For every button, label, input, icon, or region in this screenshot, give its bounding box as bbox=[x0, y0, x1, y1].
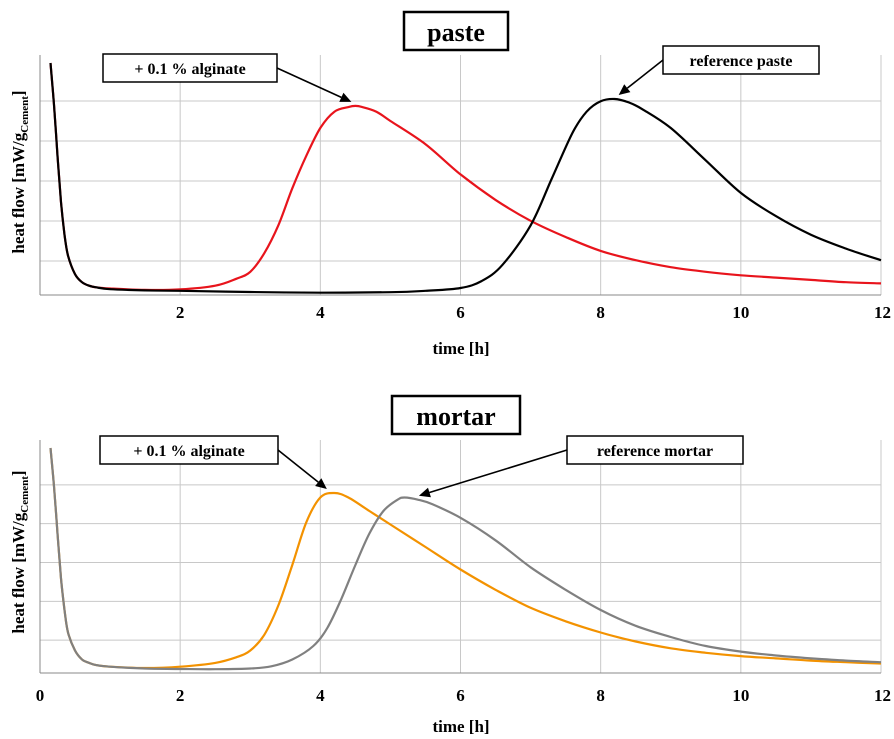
mortar-x-tick-label: 12 bbox=[874, 686, 891, 705]
paste-x-tick-label: 4 bbox=[316, 303, 325, 322]
paste-panel: 2 4 6 8 10 12 paste time [h] heat flow [mW/gC… bbox=[9, 12, 891, 358]
mortar-annotation-alginate-text: + 0.1 % alginate bbox=[133, 443, 244, 460]
paste-title: paste bbox=[404, 12, 508, 50]
mortar-x-tick-label: 8 bbox=[596, 686, 605, 705]
mortar-annotation-alginate-arrow bbox=[278, 450, 318, 482]
paste-x-axis-label: time [h] bbox=[432, 339, 489, 358]
mortar-x-tick-label: 10 bbox=[732, 686, 749, 705]
paste-series bbox=[51, 63, 882, 293]
paste-annotation-reference-arrow bbox=[627, 60, 663, 88]
mortar-title-text: mortar bbox=[416, 402, 495, 431]
paste-x-tick-labels: 2 4 6 8 10 12 bbox=[176, 303, 891, 322]
paste-annotation-reference: reference paste bbox=[619, 46, 819, 95]
paste-x-tick-label: 12 bbox=[874, 303, 891, 322]
mortar-annotation-reference-arrow bbox=[429, 450, 567, 493]
paste-y-axis-label: heat flow [mW/gCement] bbox=[9, 90, 31, 253]
mortar-gridlines bbox=[40, 440, 881, 673]
mortar-x-tick-labels: 0 2 4 6 8 10 12 bbox=[36, 686, 891, 705]
paste-x-tick-label: 10 bbox=[732, 303, 749, 322]
paste-x-tick-label: 6 bbox=[456, 303, 465, 322]
mortar-panel: 0 2 4 6 8 10 12 mortar time [h] heat flow [mW/… bbox=[9, 396, 891, 736]
mortar-annotation-reference: reference mortar bbox=[419, 436, 743, 497]
paste-annotation-alginate-text: + 0.1 % alginate bbox=[134, 61, 245, 78]
paste-annotation-alginate-arrow bbox=[277, 68, 341, 97]
mortar-annotation-alginate-arrowhead bbox=[315, 478, 327, 489]
mortar-x-axis-label: time [h] bbox=[432, 717, 489, 736]
mortar-x-tick-label: 4 bbox=[316, 686, 325, 705]
mortar-y-axis-label: heat flow [mW/gCement] bbox=[9, 470, 31, 633]
paste-title-text: paste bbox=[427, 18, 485, 47]
paste-series-alginate-line bbox=[51, 63, 882, 290]
paste-annotation-reference-arrowhead bbox=[619, 84, 631, 95]
mortar-x-tick-label: 6 bbox=[456, 686, 465, 705]
paste-annotation-alginate: + 0.1 % alginate bbox=[103, 54, 351, 102]
mortar-title: mortar bbox=[392, 396, 520, 434]
mortar-annotation-alginate: + 0.1 % alginate bbox=[100, 436, 327, 489]
mortar-x-tick-label: 2 bbox=[176, 686, 185, 705]
paste-x-tick-label: 2 bbox=[176, 303, 185, 322]
paste-x-tick-label: 8 bbox=[596, 303, 605, 322]
mortar-annotation-reference-text: reference mortar bbox=[597, 443, 713, 460]
paste-annotation-reference-text: reference paste bbox=[690, 53, 793, 70]
mortar-annotation-reference-arrowhead bbox=[419, 488, 431, 498]
mortar-x-tick-label: 0 bbox=[36, 686, 45, 705]
